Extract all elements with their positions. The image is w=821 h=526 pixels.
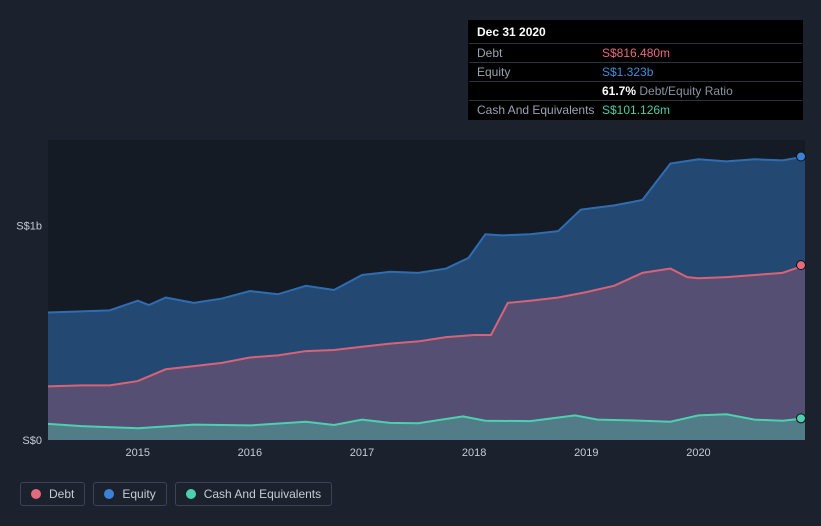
tooltip-row-label: Equity (477, 65, 602, 79)
legend-label: Cash And Equivalents (204, 487, 321, 501)
tooltip-row: DebtS$816.480m (469, 44, 802, 63)
svg-text:S$1b: S$1b (16, 221, 42, 233)
tooltip-row-value: S$101.126m (602, 103, 670, 117)
tooltip-row-value: S$816.480m (602, 46, 670, 60)
legend-item[interactable]: Equity (93, 482, 166, 506)
tooltip-row-label: Debt (477, 46, 602, 60)
legend-swatch (104, 489, 114, 499)
tooltip-row-value: 61.7% Debt/Equity Ratio (602, 84, 733, 98)
svg-text:2016: 2016 (238, 447, 262, 459)
legend-item[interactable]: Debt (20, 482, 85, 506)
tooltip-row: 61.7% Debt/Equity Ratio (469, 82, 802, 101)
svg-text:2017: 2017 (350, 447, 374, 459)
legend-swatch (186, 489, 196, 499)
legend-item[interactable]: Cash And Equivalents (175, 482, 332, 506)
legend-swatch (31, 489, 41, 499)
tooltip-date: Dec 31 2020 (469, 21, 802, 44)
svg-text:S$0: S$0 (22, 435, 42, 447)
tooltip-row-label (477, 84, 602, 98)
chart-tooltip: Dec 31 2020 DebtS$816.480mEquityS$1.323b… (468, 20, 803, 120)
legend-label: Equity (122, 487, 155, 501)
tooltip-row-label: Cash And Equivalents (477, 103, 602, 117)
financial-chart: 2015 2016 2017 2018 2019 2020 S$0 S$1b Dec 31 2… (0, 0, 821, 526)
svg-text:2020: 2020 (686, 447, 710, 459)
tooltip-row: Cash And EquivalentsS$101.126m (469, 101, 802, 119)
tooltip-row: EquityS$1.323b (469, 63, 802, 82)
svg-text:2015: 2015 (125, 447, 149, 459)
chart-legend: Debt Equity Cash And Equivalents (20, 482, 332, 506)
legend-label: Debt (49, 487, 74, 501)
svg-text:2019: 2019 (574, 447, 598, 459)
svg-text:2018: 2018 (462, 447, 486, 459)
tooltip-row-value: S$1.323b (602, 65, 653, 79)
